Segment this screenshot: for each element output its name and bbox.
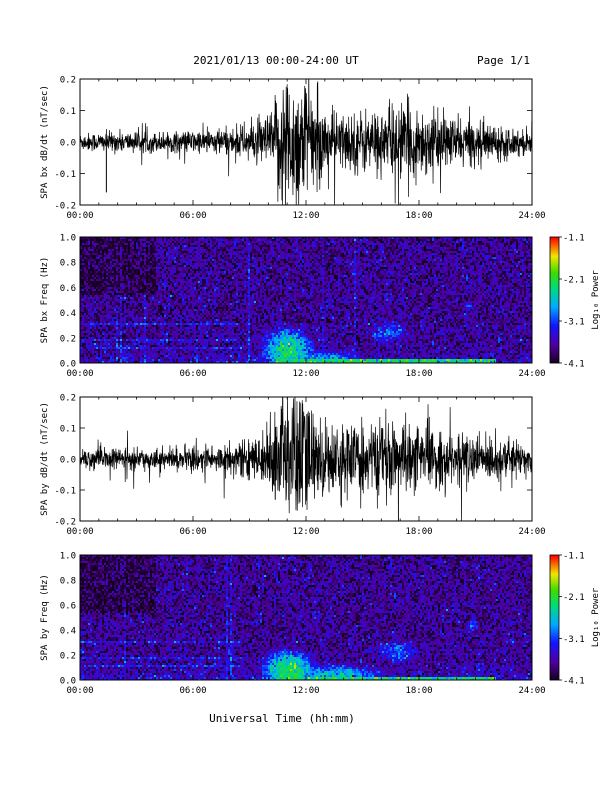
panel-4: -1.1 -2.1 -3.1 -4.1 Log₁₀ Power 00:00 06:00 12:…: [40, 552, 601, 697]
y-tick-label: 0.6: [60, 602, 76, 612]
x-tick-label: 18:00: [405, 369, 432, 379]
panel-3: 00:00 06:00 12:00 18:00 24:00 -0.2 -0.1 0.0 0.1 0…: [40, 394, 546, 538]
colorbar-tick-label: -1.1: [563, 552, 585, 562]
x-tick-label: 12:00: [292, 527, 319, 537]
x-tick-label: 00:00: [66, 686, 93, 696]
x-tick-label: 24:00: [518, 211, 545, 221]
x-tick-label: 24:00: [518, 369, 545, 379]
y-tick-label: 1.0: [60, 234, 76, 244]
y-tick-label: 0.2: [60, 334, 76, 344]
x-tick-label: 12:00: [292, 686, 319, 696]
y-tick-label: 0.1: [60, 107, 76, 117]
x-tick-label: 00:00: [66, 527, 93, 537]
x-tick-label: 12:00: [292, 369, 319, 379]
x-tick-label: 06:00: [179, 527, 206, 537]
y-tick-label: 0.4: [60, 309, 76, 319]
y-tick-label: -0.2: [54, 202, 76, 212]
y-tick-label: 0.2: [60, 394, 76, 404]
x-tick-label: 18:00: [405, 686, 432, 696]
page-title: 2021/01/13 00:00-24:00 UT: [193, 54, 359, 67]
x-tick-label: 00:00: [66, 211, 93, 221]
y-axis-label: SPA bx Freq (Hz): [40, 257, 50, 344]
x-tick-label: 18:00: [405, 527, 432, 537]
colorbar: -1.1 -2.1 -3.1 -4.1 Log₁₀ Power: [549, 552, 601, 687]
colorbar-tick-label: -4.1: [563, 677, 585, 687]
y-tick-label: 0.0: [60, 360, 76, 370]
x-tick-label: 06:00: [179, 369, 206, 379]
colorbar-label: Log₁₀ Power: [591, 587, 601, 647]
spectrogram-cells: [80, 237, 532, 363]
waveform-trace: [80, 79, 532, 205]
y-tick-label: 0.0: [60, 677, 76, 687]
colorbar-tick-label: -1.1: [563, 234, 585, 244]
y-axis-label: SPA by Freq (Hz): [40, 574, 50, 661]
colorbar-tick-label: -2.1: [563, 276, 585, 286]
y-tick-label: -0.2: [54, 518, 76, 528]
y-tick-label: 0.4: [60, 627, 76, 637]
y-tick-label: 1.0: [60, 552, 76, 562]
y-tick-label: -0.1: [54, 170, 76, 180]
colorbar-tick-label: -4.1: [563, 360, 585, 370]
x-tick-label: 06:00: [179, 686, 206, 696]
colorbar-tick-label: -2.1: [563, 593, 585, 603]
y-tick-label: 0.8: [60, 577, 76, 587]
y-tick-label: 0.1: [60, 425, 76, 435]
colorbar-tick-label: -3.1: [563, 318, 585, 328]
colorbar: -1.1 -2.1 -3.1 -4.1 Log₁₀ Power: [549, 234, 601, 370]
y-axis-label: SPA bx dB/dt (nT/sec): [40, 85, 50, 199]
x-tick-label: 00:00: [66, 369, 93, 379]
panels: 00:00 06:00 12:00 18:00 24:00 -0.2 -0.1 0.0 0.1 0…: [40, 76, 601, 697]
spectrogram-cells: [80, 555, 532, 680]
y-tick-label: 0.0: [60, 139, 76, 149]
y-axis-label: SPA by dB/dt (nT/sec): [40, 402, 50, 516]
waveform-trace: [80, 397, 532, 521]
x-tick-label: 24:00: [518, 527, 545, 537]
x-tick-label: 12:00: [292, 211, 319, 221]
y-tick-label: -0.1: [54, 487, 76, 497]
x-tick-label: 18:00: [405, 211, 432, 221]
y-tick-label: 0.0: [60, 456, 76, 466]
x-tick-label: 24:00: [518, 686, 545, 696]
x-tick-label: 06:00: [179, 211, 206, 221]
panel-1: 00:00 06:00 12:00 18:00 24:00 -0.2 -0.1 0.0 0.1 0…: [40, 76, 546, 222]
panel-2: -1.1 -2.1 -3.1 -4.1 Log₁₀ Power 00:00 06:00 12:…: [40, 234, 601, 380]
colorbar-label: Log₁₀ Power: [591, 270, 601, 330]
x-axis-label: Universal Time (hh:mm): [209, 712, 355, 725]
page-number: Page 1/1: [477, 54, 530, 67]
y-tick-label: 0.2: [60, 652, 76, 662]
y-tick-label: 0.8: [60, 259, 76, 269]
y-tick-label: 0.6: [60, 284, 76, 294]
colorbar-tick-label: -3.1: [563, 635, 585, 645]
y-tick-label: 0.2: [60, 76, 76, 86]
